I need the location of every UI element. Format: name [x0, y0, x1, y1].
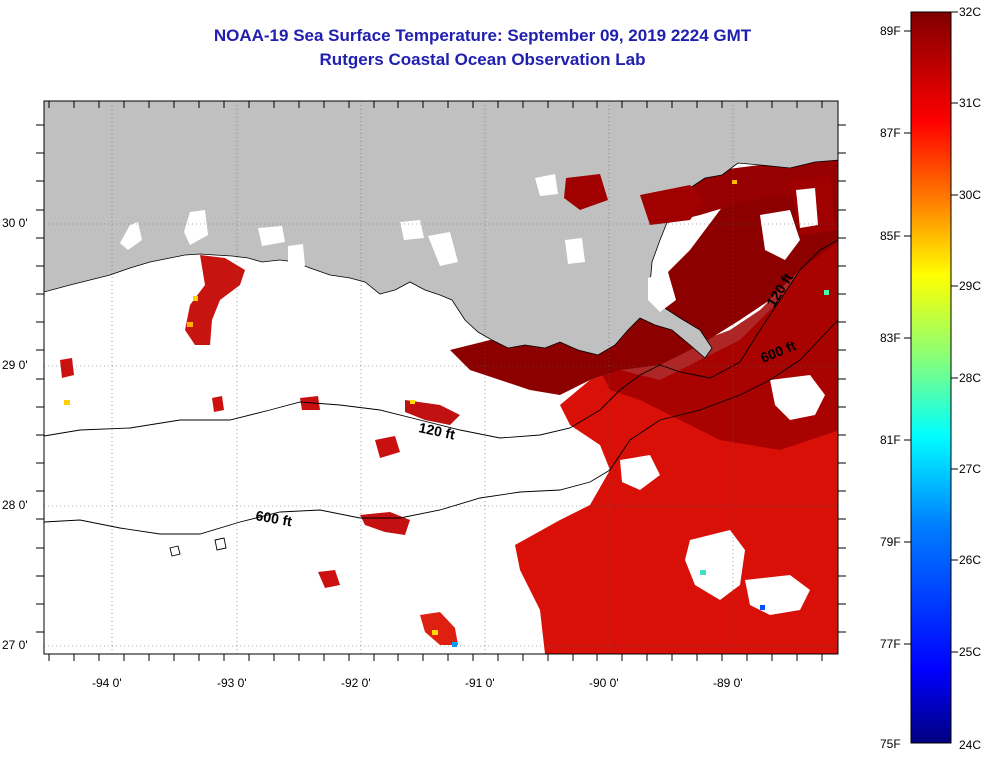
contour-island2 — [214, 537, 227, 551]
lat-label: 29 0' — [2, 358, 28, 372]
cloud-hole-1 — [685, 530, 745, 600]
map-title: NOAA-19 Sea Surface Temperature: Septemb… — [213, 26, 752, 45]
map-plot-area — [44, 101, 838, 654]
land-inland-nodata-3 — [258, 226, 285, 246]
sst-data-patch-west — [185, 255, 245, 345]
colorbar-f-label: 85F — [880, 229, 901, 243]
lat-label: 27 0' — [2, 638, 28, 652]
contour-label-600ft-west: 600 ft — [254, 507, 293, 529]
lat-label: 28 0' — [2, 498, 28, 512]
contour-600ft — [43, 319, 839, 535]
contour-island — [169, 545, 181, 557]
edge-pixels — [64, 180, 829, 647]
colorbar-c-label: 28C — [959, 371, 982, 385]
sst-data-patch-sw — [318, 570, 340, 588]
colorbar-f-label: 83F — [880, 331, 901, 345]
axis-ticks — [36, 101, 846, 661]
land-inland-nodata-2 — [184, 210, 208, 245]
land-inland-nodata-8 — [565, 238, 585, 264]
contour-label-120ft-center: 120 ft — [417, 419, 456, 442]
map-frame — [43, 100, 839, 655]
sst-data-patch-center — [405, 400, 460, 425]
colorbar-f-label: 75F — [880, 737, 901, 751]
sst-data-patch-w2 — [212, 396, 224, 412]
colorbar-c-label: 25C — [959, 645, 982, 659]
land-inland-nodata-4 — [288, 244, 305, 266]
colorbar-f-label: 89F — [880, 24, 901, 38]
land-inland-nodata-6 — [428, 232, 458, 266]
sst-data-patch-south — [420, 612, 458, 645]
cloud-hole-4 — [620, 455, 660, 490]
lake-sst-2 — [640, 185, 705, 225]
contour-120ft — [43, 239, 839, 439]
lon-label: -91 0' — [465, 676, 495, 690]
colorbar-c-label: 26C — [959, 553, 982, 567]
map-subtitle: Rutgers Coastal Ocean Observation Lab — [319, 50, 646, 69]
lake-sst-1 — [564, 174, 608, 210]
cloud-hole-3 — [770, 375, 825, 420]
sst-data-patch-c3 — [375, 436, 400, 458]
land-inland-nodata-5 — [400, 220, 424, 240]
lon-label: -90 0' — [589, 676, 619, 690]
colorbar-c-label: 31C — [959, 96, 982, 110]
colorbar-f-label: 81F — [880, 433, 901, 447]
lon-label: -92 0' — [341, 676, 371, 690]
colorbar-f-label: 79F — [880, 535, 901, 549]
sst-data-patch-w3 — [60, 358, 74, 378]
colorbar-c-label: 29C — [959, 279, 982, 293]
colorbar-c-label: 30C — [959, 188, 982, 202]
lon-label: -94 0' — [92, 676, 122, 690]
lon-label: -89 0' — [713, 676, 743, 690]
cloud-hole-5 — [760, 210, 800, 260]
bathymetry-contours — [43, 239, 839, 557]
lake-sst-nodata — [796, 188, 818, 228]
colorbar-c-label: 27C — [959, 462, 982, 476]
land-inland-nodata-1 — [120, 222, 142, 250]
land-delta-nodata — [648, 272, 676, 312]
lon-label: -93 0' — [217, 676, 247, 690]
colorbar-c-label: 24C — [959, 738, 982, 752]
lat-label: 30 0' — [2, 216, 28, 230]
colorbar-c-label: 32C — [959, 5, 982, 19]
colorbar-ticks — [904, 11, 958, 653]
colorbar-f-label: 87F — [880, 126, 901, 140]
colorbar-f-label: 77F — [880, 637, 901, 651]
colorbar — [910, 11, 952, 744]
graticule — [44, 101, 838, 654]
land-inland-nodata-7 — [535, 174, 558, 196]
